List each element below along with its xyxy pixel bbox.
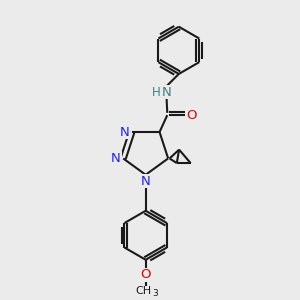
Text: N: N xyxy=(111,152,121,165)
Text: CH: CH xyxy=(135,286,152,296)
Text: N: N xyxy=(161,85,171,99)
Text: H: H xyxy=(152,85,160,99)
Text: O: O xyxy=(186,109,196,122)
Text: N: N xyxy=(141,175,151,188)
Text: N: N xyxy=(120,125,130,139)
Text: 3: 3 xyxy=(152,289,158,298)
Text: O: O xyxy=(140,268,151,281)
